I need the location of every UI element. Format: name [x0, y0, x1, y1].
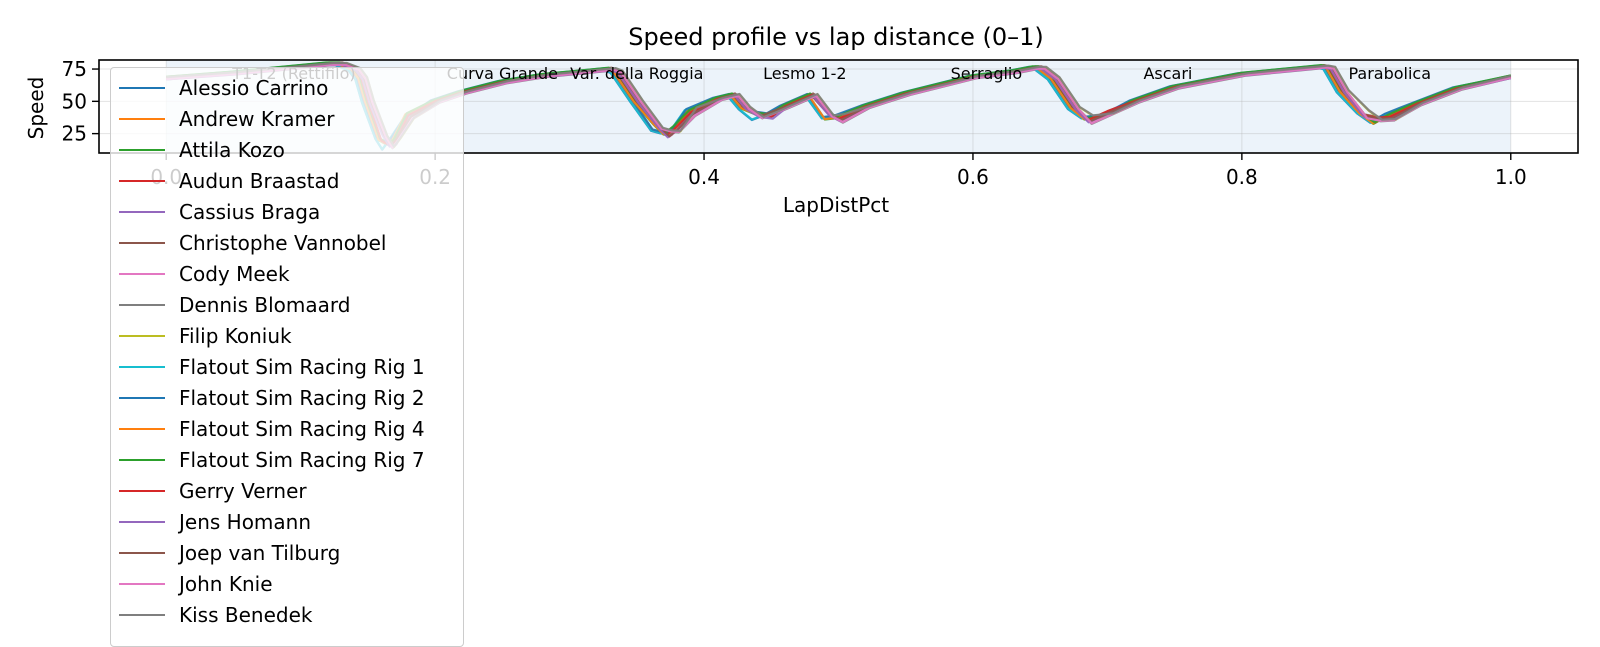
legend-item: Cody Meek [119, 258, 290, 289]
x-axis-label: LapDistPct [783, 193, 889, 217]
legend-label: Attila Kozo [179, 137, 285, 162]
legend-swatch [119, 458, 165, 461]
y-tick-label: 75 [62, 57, 87, 81]
y-tick-label: 25 [62, 122, 87, 146]
legend-item: Christophe Vannobel [119, 227, 386, 258]
legend-item: Flatout Sim Racing Rig 2 [119, 382, 425, 413]
legend-label: Cody Meek [179, 261, 290, 286]
legend-label: Flatout Sim Racing Rig 1 [179, 354, 425, 379]
legend-item: Alessio Carrino [119, 72, 328, 103]
legend-swatch [119, 489, 165, 492]
legend-item: Attila Kozo [119, 134, 285, 165]
legend-swatch [119, 148, 165, 151]
legend-label: Christophe Vannobel [179, 230, 387, 255]
axes-frame [98, 59, 1579, 154]
legend-label: Gerry Verner [179, 478, 307, 503]
legend-label: John Knie [179, 571, 273, 596]
legend-item: Flatout Sim Racing Rig 7 [119, 444, 425, 475]
legend-label: Flatout Sim Racing Rig 4 [179, 416, 425, 441]
x-tick-label: 0.6 [957, 165, 989, 189]
legend-swatch [119, 365, 165, 368]
legend-item: Filip Koniuk [119, 320, 292, 351]
legend-item: Kiss Benedek [119, 599, 312, 630]
legend-item: Audun Braastad [119, 165, 339, 196]
legend-swatch [119, 179, 165, 182]
legend-label: Joep van Tilburg [179, 540, 341, 565]
x-tick-label: 0.4 [688, 165, 720, 189]
y-tick-label: 50 [62, 89, 87, 113]
legend-swatch [119, 210, 165, 213]
chart-legend: Alessio Carrino Andrew Kramer Attila Kozo A… [110, 67, 464, 647]
chart-title: Speed profile vs lap distance (0–1) [628, 23, 1043, 51]
legend-item: Dennis Blomaard [119, 289, 350, 320]
x-tick-label: 1.0 [1495, 165, 1527, 189]
legend-item: Flatout Sim Racing Rig 4 [119, 413, 425, 444]
legend-swatch [119, 272, 165, 275]
legend-item: Joep van Tilburg [119, 537, 340, 568]
legend-item: Flatout Sim Racing Rig 1 [119, 351, 425, 382]
legend-swatch [119, 520, 165, 523]
x-tick-label: 0.8 [1226, 165, 1258, 189]
legend-swatch [119, 582, 165, 585]
sector-label: Var. della Roggia [570, 64, 703, 83]
legend-label: Audun Braastad [179, 168, 340, 193]
legend-item: Cassius Braga [119, 196, 320, 227]
legend-label: Kiss Benedek [179, 602, 313, 627]
sector-label: Ascari [1143, 64, 1192, 83]
legend-swatch [119, 427, 165, 430]
y-axis-label: Speed [24, 77, 48, 140]
sector-label: Curva Grande [447, 64, 558, 83]
legend-swatch [119, 613, 165, 616]
legend-swatch [119, 334, 165, 337]
legend-item: Gerry Verner [119, 475, 307, 506]
legend-label: Alessio Carrino [179, 75, 329, 100]
legend-swatch [119, 551, 165, 554]
legend-item: John Knie [119, 568, 273, 599]
legend-swatch [119, 396, 165, 399]
legend-label: Flatout Sim Racing Rig 7 [179, 447, 425, 472]
legend-label: Jens Homann [179, 509, 312, 534]
legend-label: Andrew Kramer [179, 106, 335, 131]
legend-label: Dennis Blomaard [179, 292, 351, 317]
legend-item: Andrew Kramer [119, 103, 334, 134]
legend-label: Cassius Braga [179, 199, 321, 224]
legend-item: Jens Homann [119, 506, 311, 537]
legend-swatch [119, 86, 165, 89]
legend-label: Filip Koniuk [179, 323, 292, 348]
sector-label: Serraglio [951, 64, 1023, 83]
legend-swatch [119, 303, 165, 306]
legend-label: Flatout Sim Racing Rig 2 [179, 385, 425, 410]
sector-label: Lesmo 1-2 [763, 64, 846, 83]
sector-label: Parabolica [1348, 64, 1431, 83]
legend-swatch [119, 241, 165, 244]
legend-swatch [119, 117, 165, 120]
